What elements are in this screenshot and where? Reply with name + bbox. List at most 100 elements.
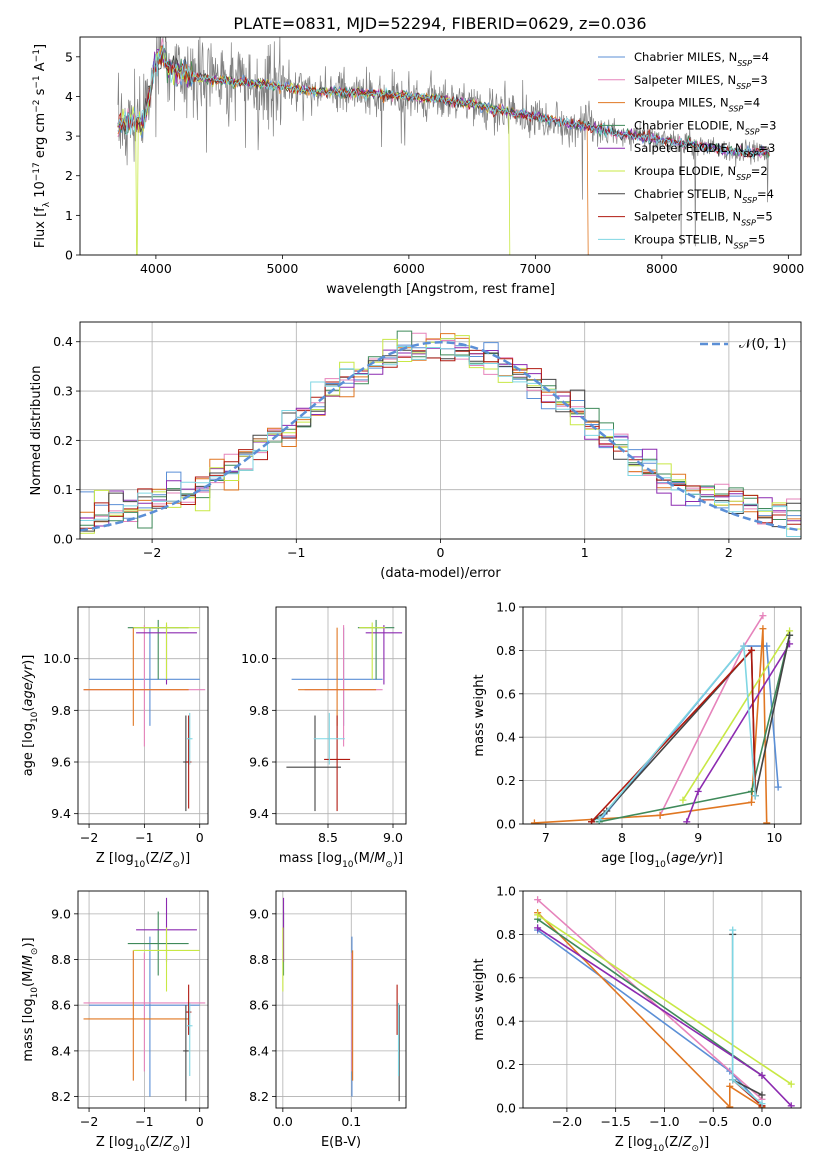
y-tick-label: 8.8: [51, 952, 71, 967]
y-tick-label: 9.4: [249, 806, 269, 821]
x-tick-label: 7000: [519, 261, 551, 276]
x-axis-label: mass [log10(M/M⊙)]: [279, 851, 403, 870]
residuals-legend: 𝒩(0, 1): [700, 337, 786, 352]
y-axis-label: mass weight: [472, 674, 487, 756]
x-tick-label: 5000: [266, 261, 298, 276]
legend-label: Chabrier MILES, NSSP=4: [634, 50, 769, 68]
axes-frame: −2.0 −1.5 −1.0 −0.5 0.0 0.0 0.2 0.4 0.6 0.8 1.0 Z […: [472, 884, 802, 1154]
y-tick-label: 9.0: [249, 906, 269, 921]
weight-line: [537, 929, 763, 1107]
errorbar-point: [313, 712, 345, 765]
y-axis-label: Normed distribution: [29, 366, 44, 496]
plot-area: [286, 619, 403, 812]
errorbar-point: [83, 950, 189, 1081]
axes-border: [77, 606, 209, 825]
axes-border: [522, 606, 802, 825]
panels: 4000 5000 6000 7000 8000 9000012345wavelength…: [21, 36, 804, 1154]
y-tick-label: 9.8: [249, 703, 269, 718]
panel-weight-vs-Z: −2.0 −1.5 −1.0 −0.5 0.0 0.0 0.2 0.4 0.6 0.8 1.0 Z […: [472, 884, 802, 1154]
weight-line: [534, 628, 768, 824]
errorbar-point: [127, 911, 189, 976]
weight-marker: [729, 926, 737, 934]
weight-line: [731, 934, 763, 1096]
x-tick-label: −2.0: [552, 1114, 582, 1129]
x-tick-label: 0.1: [341, 1114, 361, 1129]
errorbar-point: [183, 715, 189, 812]
x-tick-label: 9000: [772, 261, 804, 276]
y-axis-label: mass [log10(M/M⊙)]: [21, 937, 40, 1061]
axes-frame: −2 −1 0 1 2 0.0 0.1 0.2 0.3 0.4 (data-model)/error…: [29, 321, 802, 581]
weight-marker: [683, 818, 691, 824]
axes-frame: 4000 5000 6000 7000 8000 9000 0 1 2 3 4 5 wavelength…: [32, 36, 804, 297]
axes-frame: 7 8 9 10 0.0 0.2 0.4 0.6 0.8 1.0 age [log10(age/yr…: [472, 600, 802, 870]
x-tick-label: −2: [143, 545, 161, 560]
errorbar-point: [186, 712, 193, 765]
y-tick-label: 0.6: [496, 970, 516, 985]
y-tick-label: 0.2: [496, 773, 516, 788]
x-tick-label: −1: [135, 1114, 153, 1129]
weight-marker: [774, 783, 782, 791]
errorbar-point: [365, 625, 403, 685]
panel-weight-vs-age: 7 8 9 10 0.0 0.2 0.4 0.6 0.8 1.0 age [log10(age/yr…: [472, 600, 802, 870]
legend-label: Kroupa STELIB, NSSP=5: [634, 232, 765, 250]
errorbar-point: [185, 715, 192, 809]
weight-marker: [763, 819, 771, 824]
histogram-steps: [80, 335, 801, 534]
weight-marker: [758, 1091, 766, 1099]
errorbar-point: [83, 625, 206, 747]
axes-border: [275, 606, 407, 825]
y-tick-label: 0.4: [53, 334, 73, 349]
x-axis-label: wavelength [Angstrom, rest frame]: [326, 282, 555, 297]
weight-marker: [530, 819, 538, 824]
y-tick-label: 0.0: [53, 532, 73, 547]
weight-marker: [747, 787, 755, 795]
panel-mass-vs-Z: −2 −1 0 8.2 8.4 8.6 8.8 9.0 Z [log10(Z/Z⊙)] mass …: [21, 890, 209, 1154]
legend-label: Chabrier ELODIE, NSSP=3: [634, 118, 776, 136]
legend-label: Salpeter MILES, NSSP=3: [634, 73, 768, 91]
errorbar-point: [83, 952, 206, 1072]
y-tick-label: 3: [65, 129, 73, 144]
weight-marker: [759, 625, 767, 633]
y-tick-label: 8.6: [51, 998, 71, 1013]
x-tick-label: 8: [618, 830, 626, 845]
axes-frame: −2 −1 0 9.4 9.6 9.8 10.0 Z [log10(Z/Z⊙)] age [lo…: [21, 606, 209, 870]
errorbar-point: [286, 715, 341, 812]
x-axis-label: (data-model)/error: [380, 566, 501, 581]
y-tick-label: 0: [65, 248, 73, 263]
errorbar-point: [185, 984, 192, 1035]
y-tick-label: 0.6: [496, 686, 516, 701]
y-tick-label: 9.8: [51, 703, 71, 718]
plot-area: [282, 897, 400, 1102]
y-tick-label: 1: [65, 208, 73, 223]
x-tick-label: −1.5: [600, 1114, 630, 1129]
errorbar-point: [183, 1005, 189, 1102]
weight-marker: [747, 798, 755, 806]
weight-marker: [787, 1080, 795, 1088]
y-tick-label: 8.6: [249, 998, 269, 1013]
weight-marker: [534, 911, 542, 919]
errorbar-point: [357, 619, 395, 680]
y-tick-label: 8.8: [249, 952, 269, 967]
weight-marker: [726, 1082, 734, 1090]
y-tick-label: 9.0: [51, 906, 71, 921]
plot-area: [534, 896, 795, 1108]
legend-label: 𝒩(0, 1): [739, 337, 786, 352]
y-tick-label: 4: [65, 89, 73, 104]
weight-marker: [694, 787, 702, 795]
y-tick-label: 9.6: [51, 755, 71, 770]
weight-marker: [595, 816, 603, 824]
x-tick-label: −1: [135, 830, 153, 845]
legend-label: Salpeter ELODIE, NSSP=3: [634, 141, 775, 159]
x-tick-label: 2: [725, 545, 733, 560]
y-tick-label: 9.6: [249, 755, 269, 770]
weight-marker: [758, 1071, 766, 1079]
y-tick-label: 9.4: [51, 806, 71, 821]
x-tick-label: 8000: [646, 261, 678, 276]
x-tick-label: −1: [287, 545, 305, 560]
axes-frame: 0.0 0.1 8.2 8.4 8.6 8.8 9.0 E(B-V): [249, 890, 407, 1150]
x-tick-label: 9: [694, 830, 702, 845]
x-tick-label: 7: [542, 830, 550, 845]
x-tick-label: −2: [80, 1114, 98, 1129]
y-tick-label: 0.3: [53, 384, 73, 399]
